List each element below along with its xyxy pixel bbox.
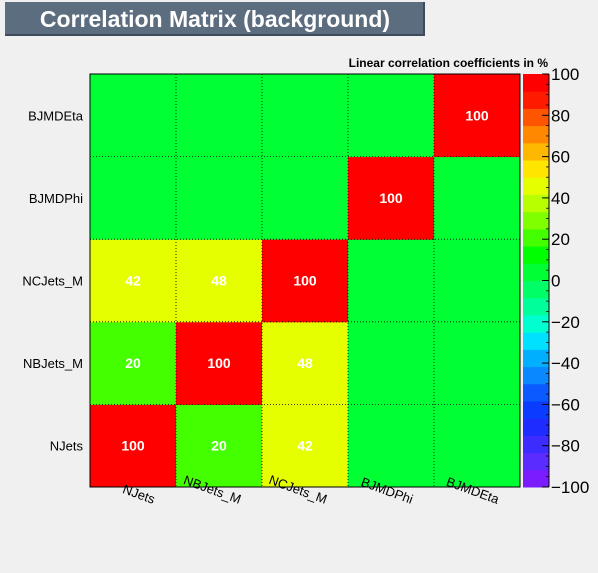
colorbar-segment xyxy=(523,194,549,213)
colorbar-segment xyxy=(523,349,549,368)
colorbar-tick-label: −20 xyxy=(551,313,580,332)
heatmap-cell-NJets-NBJets_M xyxy=(90,321,177,405)
heatmap-cell-BJMDPhi-BJMDPhi xyxy=(348,156,435,240)
cell-value-label: 100 xyxy=(121,438,145,454)
colorbar-tick-label: 40 xyxy=(551,189,570,208)
colorbar-segment xyxy=(523,160,549,178)
heatmap-cell-NBJets_M-NCJets_M xyxy=(176,239,263,323)
colorbar-segment xyxy=(523,108,549,127)
cell-value-label: 20 xyxy=(125,355,141,371)
title-box: Correlation Matrix (background) xyxy=(5,2,425,36)
colorbar-segment xyxy=(523,400,549,419)
colorbar-segment xyxy=(523,142,549,161)
heatmap-cell-BJMDPhi-BJMDEta xyxy=(348,74,435,158)
heatmap-cell-NJets-NCJets_M xyxy=(90,239,177,323)
heatmap-cell-NCJets_M-NBJets_M xyxy=(262,321,349,405)
colorbar-segment xyxy=(523,297,549,316)
plot-frame xyxy=(89,73,521,488)
heatmap-cell-NBJets_M-BJMDPhi xyxy=(176,156,263,240)
colorbar-segment xyxy=(523,91,549,109)
heatmap-cell-NCJets_M-BJMDPhi xyxy=(262,156,349,240)
colorbar-segment xyxy=(523,263,549,281)
heatmap-cell-NBJets_M-NJets xyxy=(176,404,263,488)
colorbar-segment xyxy=(523,314,549,333)
cell-value-label: 48 xyxy=(211,273,227,289)
colorbar-segment xyxy=(523,332,549,350)
colorbar-tick-label: −80 xyxy=(551,437,580,456)
cell-labels: 100 20 42 20 100 48 42 48 100 100 100 xyxy=(121,107,489,453)
heatmap-cell-BJMDEta-NCJets_M xyxy=(434,239,521,323)
cell-value-label: 42 xyxy=(125,273,141,289)
heatmap-cell-BJMDEta-BJMDPhi xyxy=(434,156,521,240)
colorbar-segment xyxy=(523,435,549,454)
heatmap-cell-NCJets_M-NCJets_M xyxy=(262,239,349,323)
colorbar-segment xyxy=(523,383,549,402)
colorbar-segment xyxy=(523,418,549,436)
colorbar-segment xyxy=(523,469,549,488)
heatmap-cell-BJMDEta-NJets xyxy=(434,404,521,488)
heatmap-cell-NCJets_M-NJets xyxy=(262,404,349,488)
y-axis-labels: NJets NBJets_M NCJets_M BJMDPhi BJMDEta xyxy=(22,108,83,453)
heatmap-cell-NBJets_M-NBJets_M xyxy=(176,321,263,405)
cell-value-label: 100 xyxy=(293,273,317,289)
heatmap-cell-NCJets_M-BJMDEta xyxy=(262,74,349,158)
cell-value-label: 100 xyxy=(207,355,231,371)
colorbar-segment xyxy=(523,452,549,471)
colorbar-tick-label: 20 xyxy=(551,230,570,249)
heatmap-cell-BJMDEta-BJMDEta xyxy=(434,74,521,158)
colorbar-segment xyxy=(523,125,549,144)
heatmap-cell-NBJets_M-BJMDEta xyxy=(176,74,263,158)
y-tick-label: BJMDEta xyxy=(28,108,84,123)
heatmap-cell-BJMDPhi-NJets xyxy=(348,404,435,488)
colorbar-tick-label: −60 xyxy=(551,395,580,414)
colorbar-segment xyxy=(523,177,549,195)
colorbar-ticks: 100 80 60 40 20 0 −20 −40 −60 −80 −100 xyxy=(542,65,589,497)
cell-value-label: 100 xyxy=(465,107,489,123)
heatmap-cell-NJets-BJMDEta xyxy=(90,74,177,158)
colorbar-tick-label: 0 xyxy=(551,272,560,291)
cell-value-label: 48 xyxy=(297,355,313,371)
colorbar-tick-label: 80 xyxy=(551,106,570,125)
colorbar-segment xyxy=(523,228,549,247)
colorbar-tick-label: −100 xyxy=(551,478,589,497)
colorbar-tick-label: 100 xyxy=(551,65,579,84)
cell-value-label: 100 xyxy=(379,190,403,206)
colorbar-tick-label: −40 xyxy=(551,354,580,373)
colorbar-segment xyxy=(523,246,549,264)
chart-title: Correlation Matrix (background) xyxy=(39,6,391,32)
heatmap-cells xyxy=(90,74,521,488)
heatmap-cell-BJMDPhi-NCJets_M xyxy=(348,239,435,323)
cell-value-label: 20 xyxy=(211,438,227,454)
heatmap-cell-BJMDEta-NBJets_M xyxy=(434,321,521,405)
cell-value-label: 42 xyxy=(297,438,313,454)
heatmap-cell-NJets-NJets xyxy=(90,404,177,488)
colorbar-tick-label: 60 xyxy=(551,148,570,167)
y-tick-label: BJMDPhi xyxy=(29,191,83,206)
colorbar-segment xyxy=(523,366,549,385)
colorbar-segment xyxy=(523,74,549,92)
colorbar-segment xyxy=(523,211,549,230)
y-tick-label: NJets xyxy=(50,439,84,454)
colorbar-segment xyxy=(523,280,549,299)
colorbar xyxy=(523,74,550,488)
chart-subtitle: Linear correlation coefficients in % xyxy=(349,56,549,70)
y-tick-label: NBJets_M xyxy=(23,356,83,371)
heatmap-cell-BJMDPhi-NBJets_M xyxy=(348,321,435,405)
heatmap-cell-NJets-BJMDPhi xyxy=(90,156,177,240)
y-tick-label: NCJets_M xyxy=(22,274,83,289)
